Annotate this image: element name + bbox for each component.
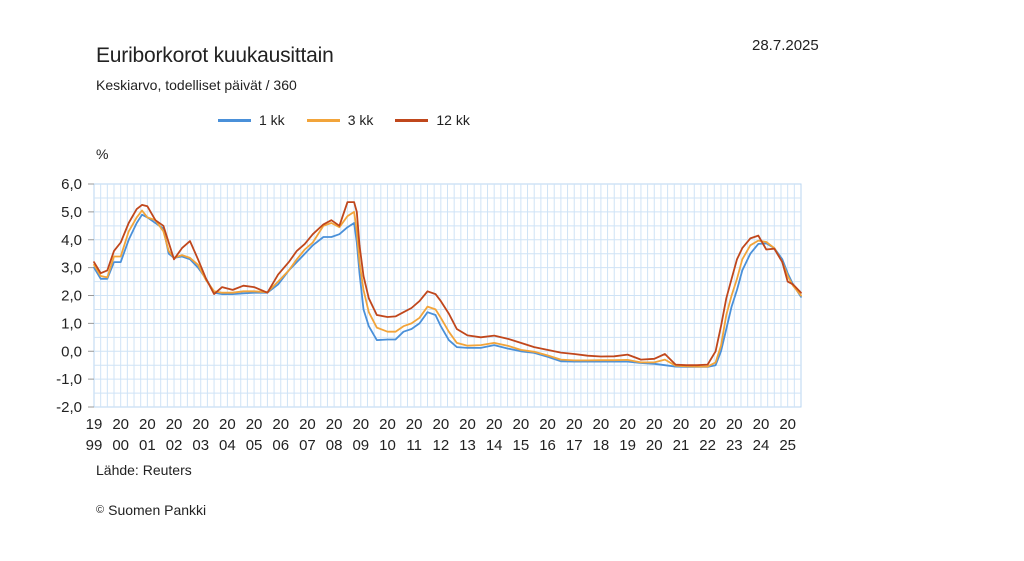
x-tick-label-bottom: 06 xyxy=(272,437,289,454)
chart-date: 28.7.2025 xyxy=(752,37,819,54)
x-tick-label-bottom: 25 xyxy=(779,437,796,454)
x-tick-label-bottom: 08 xyxy=(326,437,343,454)
legend-item-12kk: 12 kk xyxy=(395,112,470,128)
y-tick-label: 2,0 xyxy=(61,288,82,305)
x-tick-label-top: 20 xyxy=(726,416,743,433)
x-tick-label-bottom: 99 xyxy=(86,437,103,454)
x-tick-label-top: 20 xyxy=(139,416,156,433)
x-tick-label-bottom: 10 xyxy=(379,437,396,454)
series-line-1kk xyxy=(93,213,802,368)
x-tick-label-bottom: 02 xyxy=(166,437,183,454)
x-tick-label-bottom: 14 xyxy=(486,437,503,454)
x-tick-label-bottom: 18 xyxy=(593,437,610,454)
x-tick-label-bottom: 16 xyxy=(539,437,556,454)
legend-swatch-1kk xyxy=(218,118,251,122)
x-tick-label-top: 20 xyxy=(246,416,263,433)
legend-label-12kk: 12 kk xyxy=(436,112,470,128)
x-tick-label-bottom: 01 xyxy=(139,437,156,454)
y-tick-label: 0,0 xyxy=(61,343,82,360)
chart-subtitle: Keskiarvo, todelliset päivät / 360 xyxy=(96,77,297,93)
legend-item-1kk: 1 kk xyxy=(218,112,285,128)
legend-item-3kk: 3 kk xyxy=(306,112,374,128)
x-tick-label-bottom: 13 xyxy=(459,437,476,454)
series-line-3kk xyxy=(93,209,802,368)
x-tick-label-top: 20 xyxy=(379,416,396,433)
y-tick-label: -2,0 xyxy=(56,399,82,416)
x-tick-label-bottom: 12 xyxy=(432,437,449,454)
x-tick-label-bottom: 17 xyxy=(566,437,583,454)
x-tick-label-bottom: 05 xyxy=(246,437,263,454)
legend-label-1kk: 1 kk xyxy=(259,112,285,128)
x-tick-label-top: 20 xyxy=(219,416,236,433)
x-tick-label-bottom: 03 xyxy=(192,437,209,454)
legend-swatch-12kk xyxy=(395,118,429,122)
x-tick-label-top: 19 xyxy=(86,416,103,433)
x-tick-label-bottom: 20 xyxy=(646,437,663,454)
copyright-note: © Suomen Pankki xyxy=(96,502,206,518)
x-tick-label-bottom: 19 xyxy=(619,437,636,454)
x-tick-label-bottom: 23 xyxy=(726,437,743,454)
chart-legend: 1 kk 3 kk 12 kk xyxy=(218,110,492,130)
x-tick-label-top: 20 xyxy=(192,416,209,433)
series-line-12kk xyxy=(93,201,802,367)
y-tick-label: 5,0 xyxy=(61,204,82,221)
copyright-text: Suomen Pankki xyxy=(108,502,207,518)
y-tick-label: 1,0 xyxy=(61,315,82,332)
x-tick-label-bottom: 04 xyxy=(219,437,236,454)
x-tick-label-top: 20 xyxy=(406,416,423,433)
x-tick-label-top: 20 xyxy=(272,416,289,433)
y-tick-label: 3,0 xyxy=(61,260,82,277)
x-tick-label-top: 20 xyxy=(753,416,770,433)
x-tick-label-top: 20 xyxy=(326,416,343,433)
legend-label-3kk: 3 kk xyxy=(347,112,374,128)
x-tick-label-bottom: 09 xyxy=(352,437,369,454)
chart-title: Euriborkorot kuukausittain xyxy=(96,44,334,67)
x-tick-label-bottom: 11 xyxy=(406,437,422,454)
y-tick-label: 6,0 xyxy=(61,176,82,193)
y-tick-label: 4,0 xyxy=(61,232,82,249)
x-tick-label-top: 20 xyxy=(486,416,503,433)
x-tick-label-bottom: 24 xyxy=(753,437,770,454)
x-tick-label-top: 20 xyxy=(432,416,449,433)
x-tick-label-bottom: 22 xyxy=(699,437,716,454)
x-tick-label-bottom: 00 xyxy=(112,437,129,454)
x-tick-label-top: 20 xyxy=(299,416,316,433)
x-tick-label-bottom: 15 xyxy=(513,437,530,454)
x-tick-label-top: 20 xyxy=(673,416,690,433)
source-note: Lähde: Reuters xyxy=(96,462,192,478)
x-tick-label-top: 20 xyxy=(352,416,369,433)
y-unit-label: % xyxy=(96,146,109,162)
x-tick-label-top: 20 xyxy=(459,416,476,433)
x-tick-label-top: 20 xyxy=(112,416,129,433)
x-tick-label-bottom: 21 xyxy=(673,437,690,454)
x-tick-label-top: 20 xyxy=(779,416,796,433)
x-tick-label-top: 20 xyxy=(593,416,610,433)
legend-swatch-3kk xyxy=(306,118,340,122)
copyright-icon: © xyxy=(96,504,105,516)
x-tick-label-bottom: 07 xyxy=(299,437,316,454)
x-tick-label-top: 20 xyxy=(566,416,583,433)
x-tick-label-top: 20 xyxy=(646,416,663,433)
y-tick-label: -1,0 xyxy=(56,371,82,388)
x-tick-label-top: 20 xyxy=(539,416,556,433)
x-tick-label-top: 20 xyxy=(619,416,636,433)
x-tick-label-top: 20 xyxy=(513,416,530,433)
x-tick-label-top: 20 xyxy=(699,416,716,433)
x-tick-label-top: 20 xyxy=(166,416,183,433)
